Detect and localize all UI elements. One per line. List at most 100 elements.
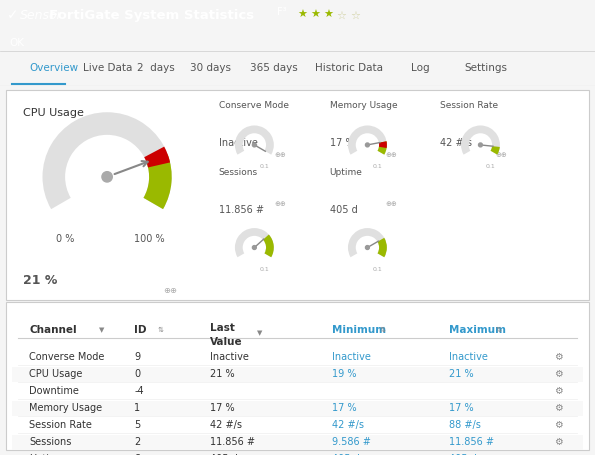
Text: ▼: ▼ — [256, 329, 262, 335]
Text: Memory Usage: Memory Usage — [29, 402, 102, 412]
Text: ⊕⊕: ⊕⊕ — [385, 152, 397, 158]
Text: 0.1: 0.1 — [486, 164, 495, 169]
Text: 0 %: 0 % — [56, 234, 74, 244]
Text: 17 %: 17 % — [449, 402, 474, 412]
Text: ⚙: ⚙ — [554, 436, 563, 446]
Text: Inactive: Inactive — [333, 351, 371, 361]
Circle shape — [478, 144, 483, 147]
Text: Session Rate: Session Rate — [29, 419, 92, 429]
Wedge shape — [263, 235, 274, 258]
Text: F³: F³ — [277, 7, 286, 17]
Text: ⇅: ⇅ — [158, 326, 164, 332]
Text: ✓: ✓ — [7, 8, 19, 22]
Text: Conserve Mode: Conserve Mode — [219, 101, 289, 110]
Text: ★: ★ — [311, 10, 321, 20]
Text: 42 #/s: 42 #/s — [210, 419, 242, 429]
Wedge shape — [490, 147, 500, 155]
Text: -4: -4 — [134, 385, 144, 395]
FancyBboxPatch shape — [12, 367, 583, 382]
Wedge shape — [42, 113, 172, 210]
Text: 19 %: 19 % — [333, 368, 357, 378]
Text: Maximum: Maximum — [449, 324, 506, 334]
Text: Session Rate: Session Rate — [440, 101, 499, 110]
Text: 0.1: 0.1 — [259, 266, 269, 271]
Circle shape — [252, 246, 256, 250]
Wedge shape — [143, 155, 172, 210]
Text: ⚙: ⚙ — [554, 351, 563, 361]
Text: ☆: ☆ — [337, 10, 347, 20]
Wedge shape — [348, 228, 387, 258]
Text: 11.856 #: 11.856 # — [210, 436, 255, 446]
Text: OK: OK — [9, 38, 24, 48]
Text: ⚙: ⚙ — [554, 402, 563, 412]
Text: 5: 5 — [134, 419, 140, 429]
Text: 21 %: 21 % — [210, 368, 234, 378]
FancyBboxPatch shape — [12, 401, 583, 416]
Text: 42 #/s: 42 #/s — [440, 137, 472, 147]
Text: 11.856 #: 11.856 # — [449, 436, 494, 446]
Text: 30 days: 30 days — [190, 63, 231, 73]
Text: ⊕⊕: ⊕⊕ — [274, 152, 286, 158]
Text: Sensor: Sensor — [20, 9, 62, 22]
Text: Inactive: Inactive — [449, 351, 488, 361]
Wedge shape — [235, 228, 274, 258]
Text: 405 d: 405 d — [330, 204, 358, 214]
Text: Inactive: Inactive — [219, 137, 258, 147]
Text: 0.1: 0.1 — [372, 266, 382, 271]
Text: ⊕⊕: ⊕⊕ — [385, 200, 397, 206]
Text: 9.586 #: 9.586 # — [333, 436, 371, 446]
Text: 100 %: 100 % — [134, 234, 164, 244]
Text: 17 %: 17 % — [333, 402, 357, 412]
Circle shape — [252, 144, 256, 147]
Text: 17 %: 17 % — [210, 402, 234, 412]
Text: Historic Data: Historic Data — [315, 63, 383, 73]
Text: Sessions: Sessions — [219, 168, 258, 177]
Text: ⊕⊕: ⊕⊕ — [164, 285, 177, 294]
Text: 0: 0 — [134, 368, 140, 378]
Text: ⚙: ⚙ — [554, 368, 563, 378]
Text: ⚙: ⚙ — [554, 419, 563, 429]
Text: Sessions: Sessions — [29, 436, 71, 446]
Text: ▼: ▼ — [99, 326, 105, 332]
Text: ID: ID — [134, 324, 147, 334]
Text: Channel: Channel — [29, 324, 77, 334]
Text: Value: Value — [210, 337, 243, 347]
Text: ⊕⊕: ⊕⊕ — [496, 152, 508, 158]
Wedge shape — [377, 142, 387, 155]
Text: Minimum: Minimum — [333, 324, 387, 334]
Text: 405 d: 405 d — [210, 453, 238, 455]
Circle shape — [365, 144, 369, 147]
Wedge shape — [377, 238, 387, 258]
Text: 0.1: 0.1 — [372, 164, 382, 169]
Text: 11.856 #: 11.856 # — [219, 204, 264, 214]
Text: Inactive: Inactive — [210, 351, 249, 361]
Text: ⚙: ⚙ — [554, 453, 563, 455]
Wedge shape — [379, 142, 387, 149]
Text: 2  days: 2 days — [137, 63, 174, 73]
Text: Downtime: Downtime — [29, 385, 79, 395]
Text: ⚙: ⚙ — [554, 385, 563, 395]
Circle shape — [102, 172, 112, 182]
Text: 9: 9 — [134, 351, 140, 361]
Text: 405 d: 405 d — [333, 453, 360, 455]
Text: 1: 1 — [134, 402, 140, 412]
Text: FortiGate System Statistics: FortiGate System Statistics — [49, 9, 254, 22]
Text: Uptime: Uptime — [330, 168, 362, 177]
Text: ☆: ☆ — [350, 10, 360, 20]
Text: 2: 2 — [134, 436, 140, 446]
FancyBboxPatch shape — [12, 435, 583, 450]
Text: Log: Log — [411, 63, 429, 73]
Text: Converse Mode: Converse Mode — [29, 351, 105, 361]
Text: CPU Usage: CPU Usage — [29, 368, 83, 378]
Wedge shape — [348, 126, 387, 155]
Text: 17 %: 17 % — [330, 137, 354, 147]
FancyBboxPatch shape — [6, 91, 589, 300]
FancyBboxPatch shape — [6, 303, 589, 450]
Text: 42 #/s: 42 #/s — [333, 419, 365, 429]
Text: CPU Usage: CPU Usage — [23, 108, 84, 118]
Wedge shape — [461, 126, 500, 155]
Text: Uptime: Uptime — [29, 453, 65, 455]
Wedge shape — [144, 147, 170, 168]
Text: ⇅: ⇅ — [496, 326, 502, 332]
Text: 21 %: 21 % — [23, 273, 58, 287]
